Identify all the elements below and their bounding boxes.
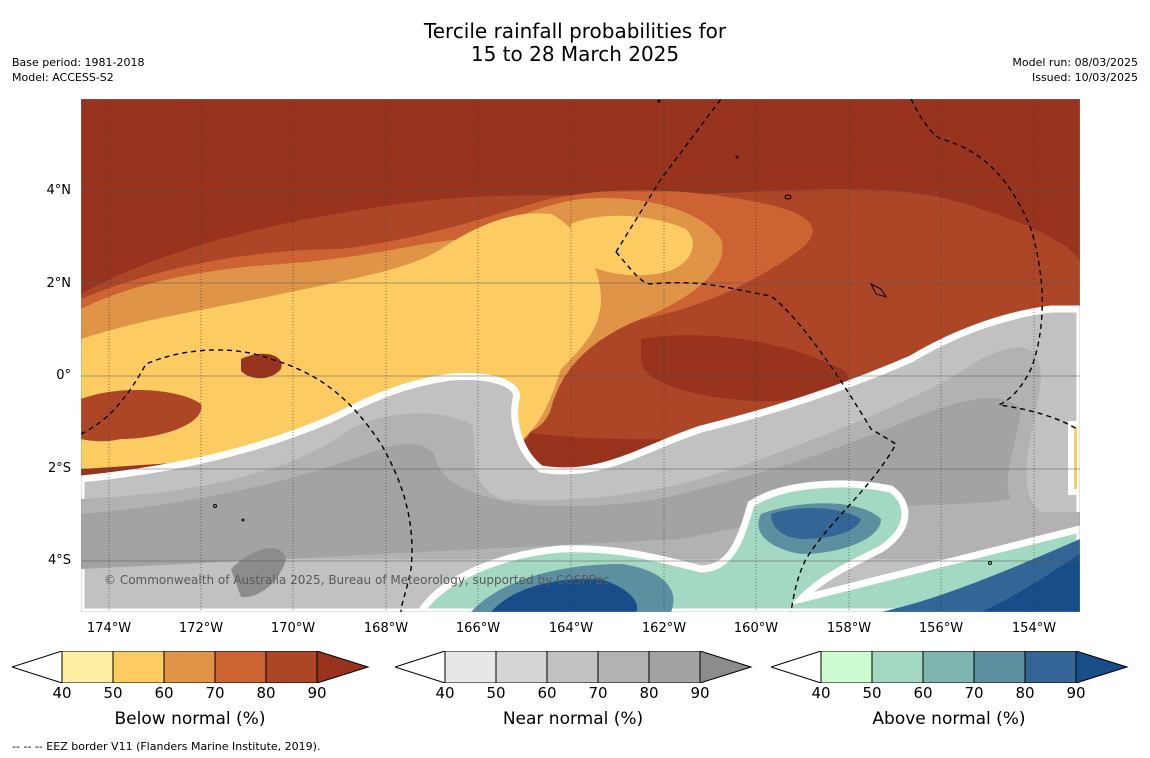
- lon-label: 164°W: [548, 621, 594, 636]
- colorbar-above-normal: [771, 651, 1129, 683]
- cbar-tick: 50: [486, 684, 506, 702]
- islands: [213, 99, 992, 565]
- cbar-tick: 60: [537, 684, 557, 702]
- cbar-tick: 80: [1015, 684, 1035, 702]
- eez-borders: [81, 99, 1078, 612]
- patch-below-50-north: [569, 215, 693, 276]
- cbar-tick: 70: [964, 684, 984, 702]
- lon-label: 158°W: [826, 621, 872, 636]
- map-title-line1: Tercile rainfall probabilities for: [423, 19, 727, 43]
- cbar-swatch: [163, 651, 216, 683]
- colorbar-below-normal: [12, 651, 370, 683]
- lon-label: 162°W: [641, 621, 687, 636]
- patch-below-80-west: [81, 389, 202, 442]
- lon-label: 154°W: [1011, 621, 1057, 636]
- map-title-line2: 15 to 28 March 2025: [470, 42, 680, 66]
- latitude-lines: [81, 190, 1080, 562]
- lon-label: 172°W: [178, 621, 224, 636]
- cbar-swatch: [771, 651, 822, 683]
- cbar-swatch: [444, 651, 497, 683]
- near-normal-80: [81, 398, 1021, 569]
- cbar-tick: 70: [588, 684, 608, 702]
- cbar-swatch: [1024, 651, 1077, 683]
- cbar-tick: 50: [862, 684, 882, 702]
- lat-label-2n: 2°N: [46, 276, 72, 291]
- cbar-swatch: [871, 651, 924, 683]
- patch-below-90-center: [641, 335, 849, 402]
- colorbar-near-normal: [395, 651, 753, 683]
- cbar-swatch: [316, 651, 370, 683]
- cbar-swatch: [12, 651, 63, 683]
- cbar-tick: 40: [52, 684, 72, 702]
- cbar-tick: 40: [435, 684, 455, 702]
- cbar-swatch: [1075, 651, 1129, 683]
- lat-label-4n: 4°N: [46, 183, 72, 198]
- patch-below-90-west: [241, 353, 282, 379]
- cbar-swatch: [597, 651, 650, 683]
- lon-label: 166°W: [455, 621, 501, 636]
- cbar-tick: 90: [1066, 684, 1086, 702]
- colorbar-title-above: Above normal (%): [872, 709, 1026, 729]
- cbar-tick: 40: [811, 684, 831, 702]
- near-normal-90-patch: [231, 548, 286, 598]
- cbar-swatch: [265, 651, 318, 683]
- below-normal-east-patch: [1068, 421, 1080, 495]
- issued-date: Issued: 10/03/2025: [1031, 71, 1138, 84]
- colorbar-title-below: Below normal (%): [114, 709, 266, 729]
- cbar-tick: 60: [913, 684, 933, 702]
- lat-label-2s: 2°S: [47, 461, 71, 476]
- cbar-swatch: [61, 651, 114, 683]
- cbar-tick: 90: [307, 684, 327, 702]
- probability-map: [81, 99, 1080, 612]
- base-period: Base period: 1981-2018: [12, 56, 145, 69]
- cbar-swatch: [495, 651, 548, 683]
- lat-label-0: 0°: [56, 368, 71, 383]
- cbar-tick: 70: [205, 684, 225, 702]
- eez-legend-note: -- -- -- EEZ border V11 (Flanders Marine…: [12, 740, 321, 753]
- lat-label-4s: 4°S: [47, 553, 71, 568]
- cbar-tick: 80: [639, 684, 659, 702]
- cbar-swatch: [546, 651, 599, 683]
- cbar-swatch: [922, 651, 975, 683]
- above-normal-80-center: [771, 507, 861, 539]
- cbar-swatch: [820, 651, 873, 683]
- cbar-swatch: [699, 651, 753, 683]
- cbar-tick: 50: [103, 684, 123, 702]
- cbar-swatch: [112, 651, 165, 683]
- above-normal-90-southwest: [491, 578, 638, 612]
- model-name: Model: ACCESS-S2: [12, 71, 114, 84]
- cbar-swatch: [973, 651, 1026, 683]
- cbar-tick: 80: [256, 684, 276, 702]
- model-run: Model run: 08/03/2025: [1012, 56, 1138, 69]
- above-normal-90-southeast: [981, 554, 1080, 612]
- cbar-swatch: [395, 651, 446, 683]
- cbar-swatch: [648, 651, 701, 683]
- colorbar-title-near: Near normal (%): [502, 709, 644, 729]
- copyright-notice: © Commonwealth of Australia 2025, Bureau…: [104, 573, 610, 587]
- cbar-tick: 90: [690, 684, 710, 702]
- cbar-swatch: [214, 651, 267, 683]
- lon-label: 156°W: [918, 621, 964, 636]
- lon-label: 174°W: [86, 621, 132, 636]
- lon-label: 160°W: [733, 621, 779, 636]
- lon-label: 170°W: [270, 621, 316, 636]
- lon-label: 168°W: [363, 621, 409, 636]
- cbar-tick: 60: [154, 684, 174, 702]
